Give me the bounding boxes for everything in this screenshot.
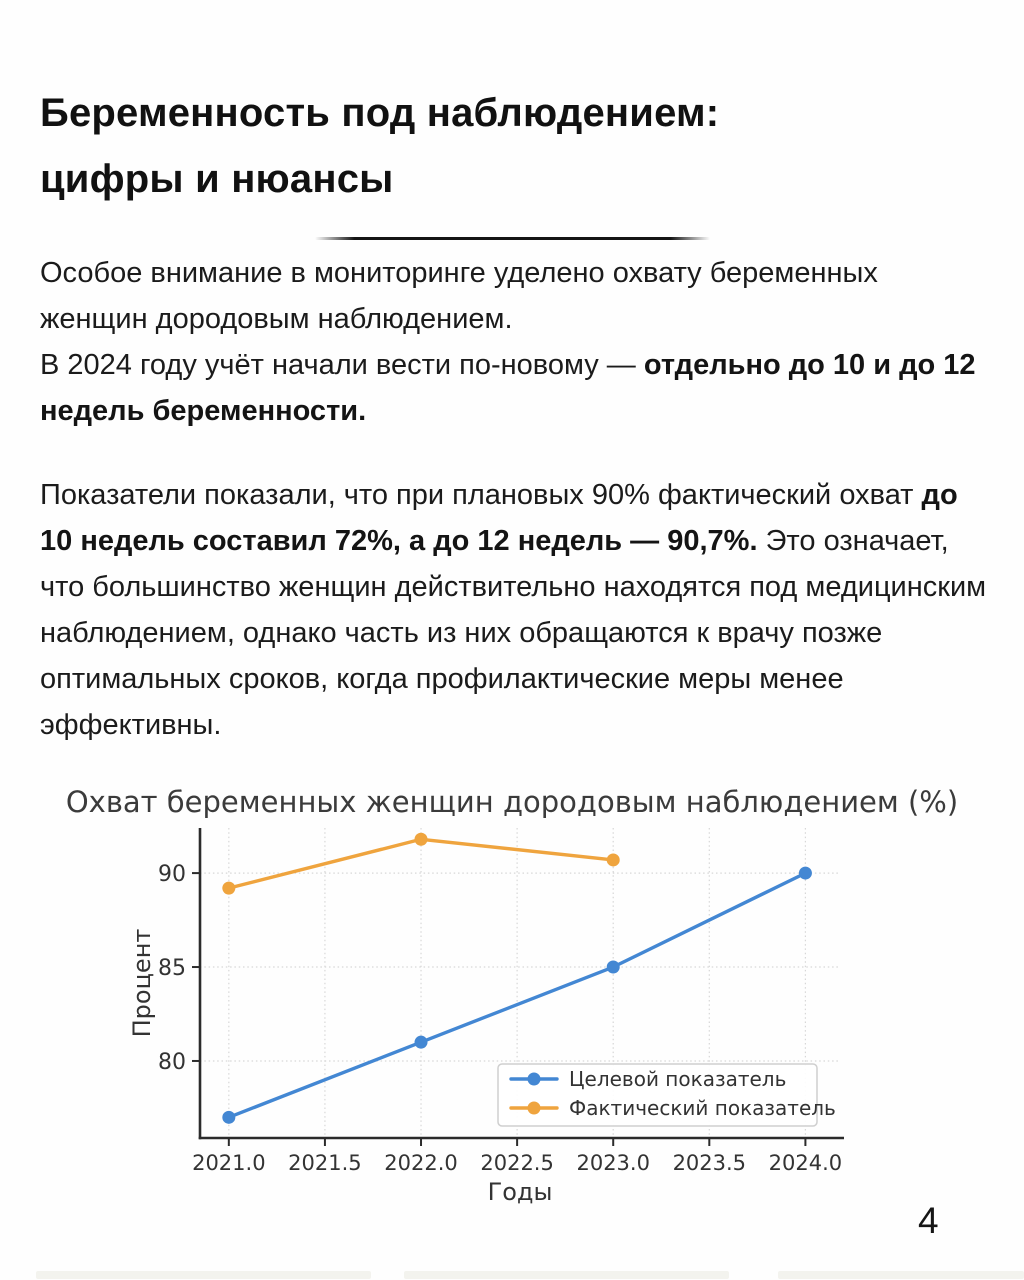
chart-title: Охват беременных женщин дородовым наблюд…	[66, 785, 958, 819]
x-tick-label: 2021.5	[288, 1151, 361, 1175]
data-point	[606, 960, 620, 974]
data-point	[222, 1110, 236, 1124]
legend-label: Целевой показатель	[569, 1067, 786, 1091]
y-tick-label: 90	[158, 862, 186, 887]
page-title: Беременность под наблюдением: цифры и нюа…	[40, 80, 984, 212]
x-tick-label: 2023.0	[576, 1151, 649, 1175]
bold-text-segment: отдельно до 10 и до 12 недель беременнос…	[40, 349, 976, 427]
intro-paragraph: Особое внимание в мониторинге уделено ох…	[40, 250, 992, 434]
text-segment: Особое внимание в мониторинге уделено ох…	[40, 257, 878, 335]
chart-axes: 80 85 90 2021.0 2021.5 2022.0 2022.5 2023.0 2023…	[158, 828, 844, 1175]
page-title-line1: Беременность под наблюдением:	[40, 91, 720, 135]
legend-marker	[527, 1101, 541, 1115]
data-point	[414, 832, 428, 846]
data-point	[606, 853, 620, 867]
x-tick-label: 2023.5	[673, 1151, 746, 1175]
x-tick-label: 2022.5	[480, 1151, 553, 1175]
chart-legend: Целевой показатель Фактический показатель	[497, 1063, 836, 1127]
legend-label: Фактический показатель	[569, 1096, 836, 1120]
x-tick-label: 2021.0	[192, 1151, 265, 1175]
text-segment: Показатели показали, что при плановых 90…	[40, 479, 922, 511]
data-point	[222, 881, 236, 895]
page-indicator	[0, 1270, 1024, 1280]
divider	[315, 237, 710, 240]
x-tick-label: 2022.0	[384, 1151, 457, 1175]
body-paragraph: Показатели показали, что при плановых 90…	[40, 472, 992, 748]
bold-text-segment: до 10 недель составил 72%, а до 12 недел…	[40, 479, 958, 557]
y-axis-label: Процент	[128, 929, 156, 1038]
series-1	[222, 832, 620, 895]
y-tick-label: 85	[158, 956, 186, 981]
page-indicator-segment	[404, 1271, 729, 1279]
text-segment: В 2024 году учёт начали вести по-новому …	[40, 349, 644, 381]
legend-marker	[527, 1072, 541, 1086]
page-indicator-segment	[778, 1271, 1024, 1279]
x-axis-label: Годы	[488, 1178, 553, 1206]
data-point	[798, 866, 812, 880]
chart-grid	[200, 828, 840, 1138]
page-title-line2: цифры и нюансы	[40, 157, 394, 201]
series-line	[227, 871, 808, 1120]
page-indicator-segment	[36, 1271, 371, 1279]
page-number: 4	[918, 1200, 939, 1241]
x-tick-label: 2024.0	[769, 1151, 842, 1175]
series-0	[222, 866, 812, 1124]
data-point	[414, 1035, 428, 1049]
y-tick-label: 80	[158, 1050, 186, 1075]
coverage-line-chart: Охват беременных женщин дородовым наблюд…	[66, 785, 958, 1206]
text-segment: Это означает, что большинство женщин дей…	[40, 525, 987, 741]
